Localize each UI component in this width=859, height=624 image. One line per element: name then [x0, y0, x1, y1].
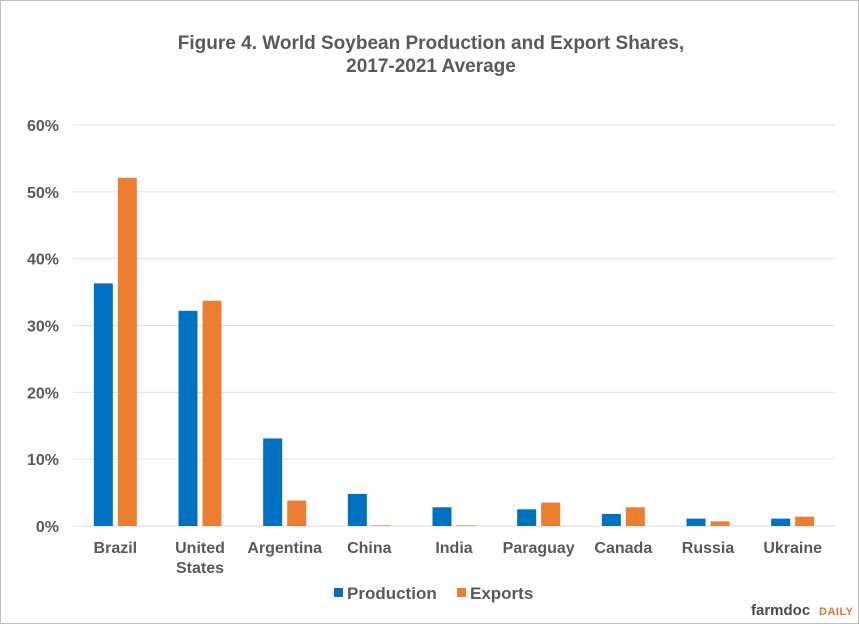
legend-label-exports: Exports [470, 584, 533, 603]
bar-production [517, 509, 537, 526]
legend-swatch-exports [457, 588, 466, 597]
y-tick-label: 0% [36, 519, 59, 536]
y-tick-label: 40% [27, 252, 59, 269]
bar-production [347, 493, 367, 526]
y-tick-label: 10% [27, 452, 59, 469]
y-axis-ticks: 0% 10% 20% 30% 40% 50% 60% [27, 118, 59, 536]
brand-suffix: DAILY [819, 606, 854, 618]
bar-exports [371, 525, 391, 526]
x-tick-label: Russia [682, 540, 735, 557]
y-tick-label: 60% [27, 118, 59, 135]
bar-exports [117, 177, 137, 526]
x-tick-label: United States [175, 540, 225, 577]
bars [93, 177, 815, 526]
bar-production [601, 513, 621, 526]
x-tick-label: China [347, 540, 392, 557]
y-tick-label: 20% [27, 385, 59, 402]
bar-production [93, 283, 113, 526]
x-tick-label: Canada [594, 540, 652, 557]
x-tick-label: Ukraine [763, 540, 822, 557]
bar-exports [456, 525, 476, 526]
bar-exports [625, 507, 645, 526]
brand-name: farmdoc [751, 602, 810, 619]
x-tick-label: Paraguay [503, 540, 575, 557]
bar-exports [710, 521, 730, 526]
legend-label-production: Production [347, 584, 437, 603]
x-tick-label: Argentina [247, 540, 322, 557]
bar-production [432, 507, 452, 526]
bar-exports [287, 500, 307, 526]
bar-exports [202, 300, 222, 526]
legend-swatch-production [334, 588, 343, 597]
bar-exports [541, 502, 561, 526]
brand-logo: farmdoc DAILY [751, 602, 854, 619]
bar-production [771, 518, 791, 526]
y-tick-label: 30% [27, 319, 59, 336]
chart-subtitle: 2017-2021 Average [346, 56, 516, 77]
bar-production [263, 438, 283, 526]
y-tick-label: 50% [27, 185, 59, 202]
x-tick-label: India [435, 540, 472, 557]
bar-exports [795, 516, 815, 526]
bar-production [686, 518, 706, 526]
bar-production [178, 310, 198, 526]
x-tick-label: Brazil [94, 540, 138, 557]
x-axis-ticks: Brazil United States Argentina China India Par… [94, 540, 823, 577]
gridlines [73, 124, 835, 527]
chart-title: Figure 4. World Soybean Production and E… [178, 33, 684, 54]
legend: Production Exports [334, 584, 533, 603]
